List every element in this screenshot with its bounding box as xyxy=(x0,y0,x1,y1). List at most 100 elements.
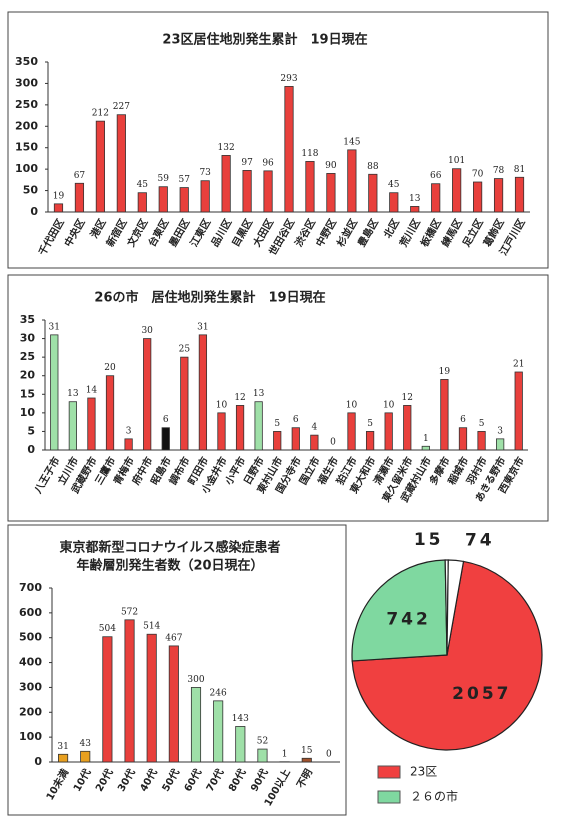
value-label: 31 xyxy=(49,322,60,332)
value-label: 1 xyxy=(423,434,429,444)
y-tick-label: 20 xyxy=(20,369,36,382)
bar xyxy=(478,431,485,450)
bar xyxy=(96,121,104,212)
bar xyxy=(432,184,440,212)
value-label: 67 xyxy=(74,171,86,181)
bar xyxy=(138,193,146,212)
value-label: 45 xyxy=(388,180,400,190)
value-label: 504 xyxy=(99,624,116,634)
bar xyxy=(494,179,502,212)
legend-swatch xyxy=(378,766,400,778)
bar xyxy=(385,413,392,450)
value-label: 572 xyxy=(121,607,138,617)
bar xyxy=(169,646,178,762)
value-label: 96 xyxy=(262,158,274,168)
bar xyxy=(411,206,419,212)
value-label: 90 xyxy=(325,161,337,171)
bar xyxy=(285,86,293,212)
y-tick-label: 15 xyxy=(20,387,35,400)
value-label: 12 xyxy=(402,393,413,403)
legend-label: ２６の市 xyxy=(410,789,458,804)
bar xyxy=(159,187,167,212)
value-label: 293 xyxy=(280,74,297,84)
y-tick-label: 5 xyxy=(27,424,35,437)
value-label: 74 xyxy=(465,531,495,551)
y-tick-label: 700 xyxy=(19,581,42,594)
bar xyxy=(54,204,62,212)
bar xyxy=(255,402,262,450)
legend-label: 23区 xyxy=(410,765,437,779)
y-tick-label: 100 xyxy=(19,730,42,743)
value-label: 6 xyxy=(460,415,466,425)
value-label: 4 xyxy=(311,423,317,433)
value-label: 59 xyxy=(158,174,170,184)
value-label: 19 xyxy=(53,191,65,201)
bar xyxy=(218,413,225,450)
value-label: 0 xyxy=(330,438,336,448)
bar xyxy=(125,439,132,450)
value-label: 19 xyxy=(439,367,451,377)
y-tick-label: 400 xyxy=(19,656,42,669)
value-label: 31 xyxy=(57,742,68,752)
y-tick-label: 35 xyxy=(20,313,35,326)
y-tick-label: 150 xyxy=(15,141,38,154)
y-tick-label: 500 xyxy=(19,631,42,644)
y-tick-label: 30 xyxy=(20,332,36,345)
bar xyxy=(327,173,335,212)
bar xyxy=(106,376,113,450)
value-label: 10 xyxy=(346,400,358,410)
panel xyxy=(8,12,548,268)
bar xyxy=(214,701,223,762)
value-label: 145 xyxy=(343,137,360,147)
bar xyxy=(441,379,448,450)
bar xyxy=(473,182,481,212)
value-label: 12 xyxy=(234,393,245,403)
value-label: 5 xyxy=(367,419,373,429)
y-tick-label: 600 xyxy=(19,606,42,619)
bar xyxy=(243,170,251,212)
bar xyxy=(147,634,156,762)
bar xyxy=(69,402,76,450)
chart-title: 23区居住地別発生累計 19日現在 xyxy=(162,32,367,48)
bar xyxy=(515,177,523,212)
value-label: 6 xyxy=(293,415,299,425)
value-label: 25 xyxy=(179,345,191,355)
value-label: 73 xyxy=(199,168,211,178)
value-label: 13 xyxy=(253,389,265,399)
x-tick-label: 20代 xyxy=(92,767,115,794)
bar xyxy=(58,754,67,762)
value-label: 101 xyxy=(448,156,465,166)
bar xyxy=(302,758,311,762)
value-label: 13 xyxy=(67,389,79,399)
x-tick-label: 90代 xyxy=(247,767,270,794)
y-tick-label: 10 xyxy=(20,406,36,419)
x-tick-label: 千代田区 xyxy=(35,217,66,258)
bar xyxy=(515,372,522,450)
value-label: 10 xyxy=(216,400,228,410)
chart-title: 年齢層別発生者数（20日現在） xyxy=(76,558,263,574)
y-tick-label: 200 xyxy=(19,705,42,718)
value-label: 2057 xyxy=(452,684,511,704)
bar xyxy=(452,169,460,212)
value-label: 20 xyxy=(104,363,116,373)
x-tick-label: 70代 xyxy=(203,767,226,794)
bar xyxy=(88,398,95,450)
bar xyxy=(181,357,188,450)
value-label: 30 xyxy=(141,326,153,336)
y-tick-label: 0 xyxy=(34,755,42,768)
value-label: 3 xyxy=(126,426,132,436)
value-label: 66 xyxy=(430,171,442,181)
value-label: 6 xyxy=(163,415,169,425)
bar xyxy=(311,435,318,450)
value-label: 10 xyxy=(383,400,395,410)
x-tick-label: 荒川区 xyxy=(396,217,423,250)
x-tick-label: 港区 xyxy=(87,217,108,241)
bar xyxy=(369,174,377,212)
bar xyxy=(75,183,83,212)
bar xyxy=(125,620,134,762)
bar xyxy=(81,751,90,762)
value-label: 13 xyxy=(409,194,421,204)
y-tick-label: 25 xyxy=(20,350,35,363)
value-label: 57 xyxy=(178,175,190,185)
value-label: 21 xyxy=(513,360,524,370)
